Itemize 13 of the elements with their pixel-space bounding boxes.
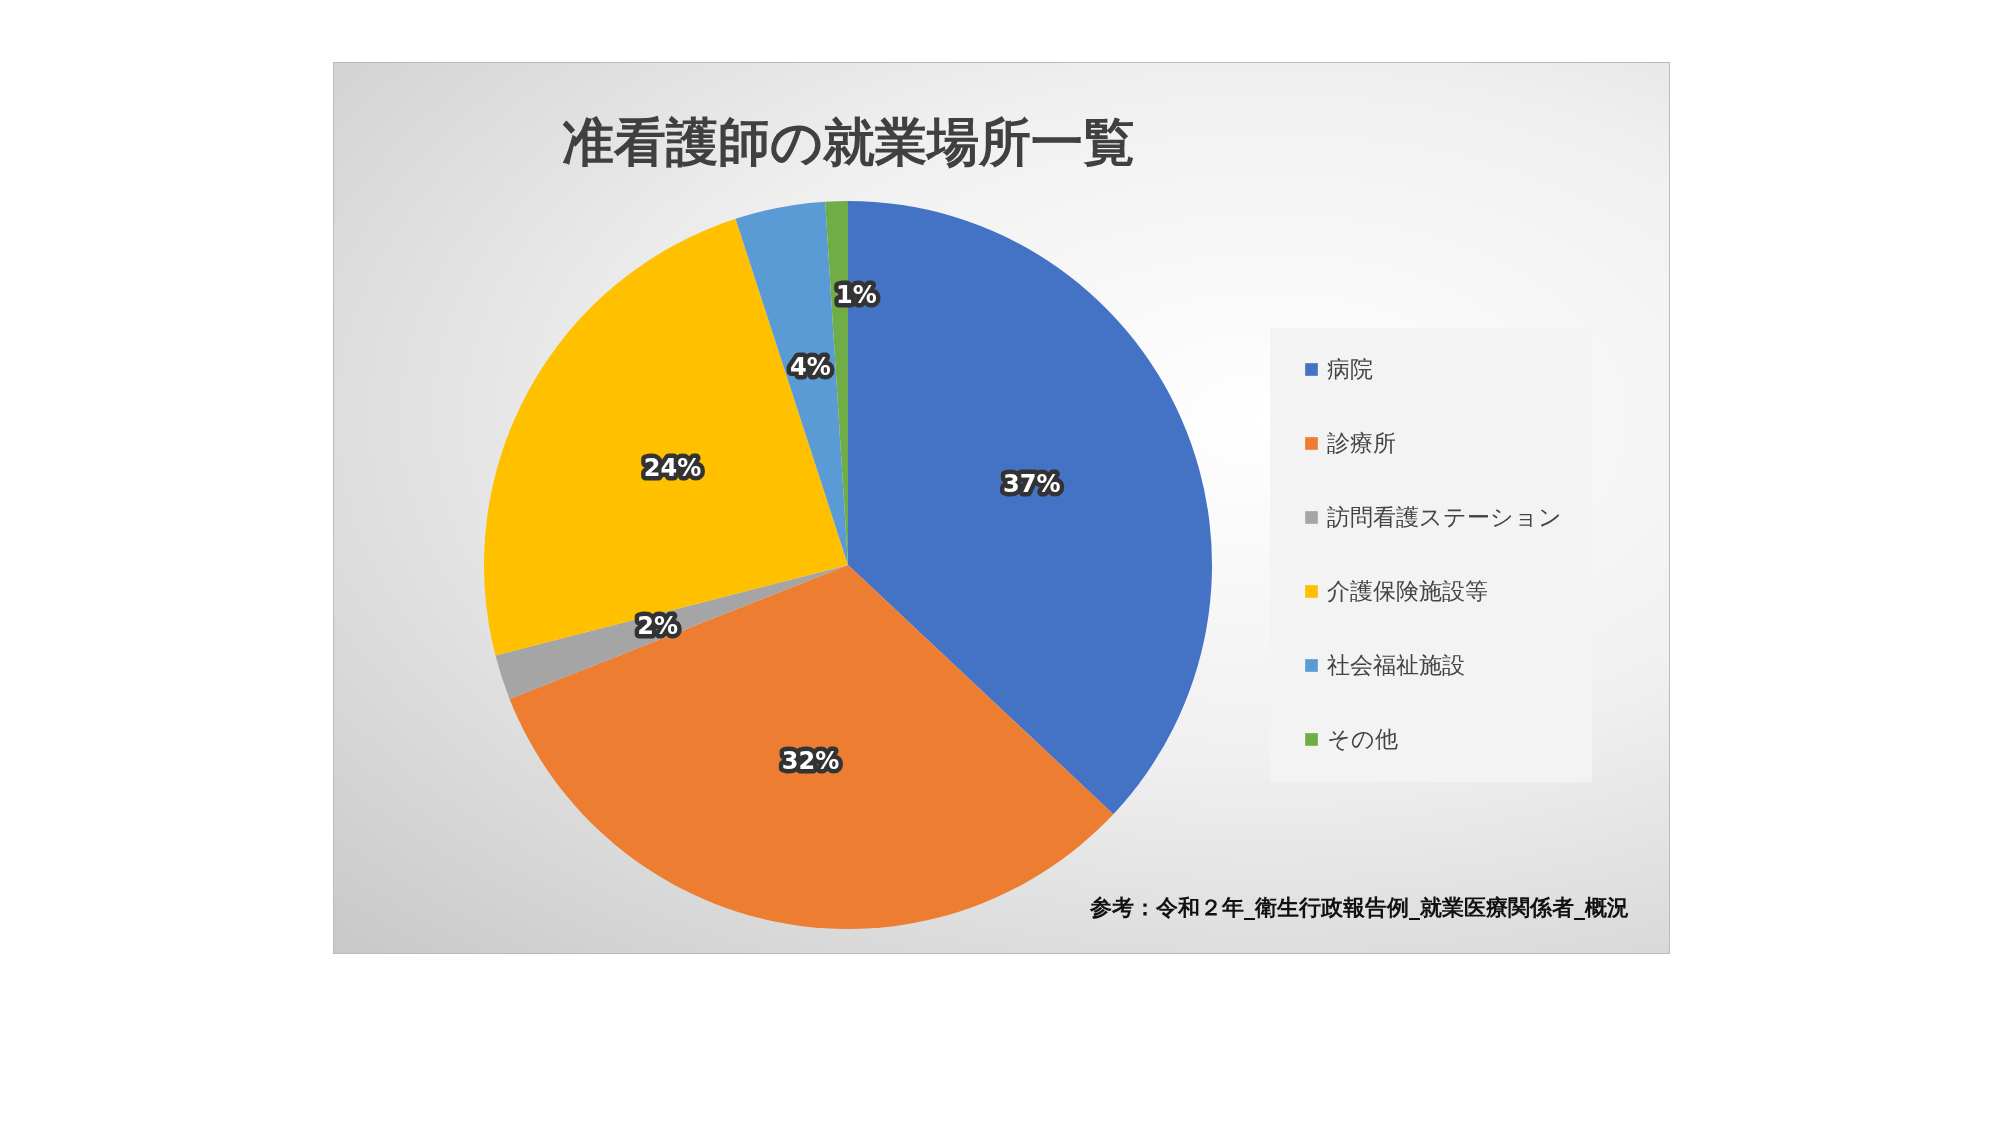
legend-label: その他 [1327, 725, 1398, 752]
data-label: 4% [790, 353, 831, 382]
legend-label: 診療所 [1327, 429, 1396, 456]
legend-label: 病院 [1327, 355, 1373, 382]
legend-label: 介護保険施設等 [1327, 577, 1488, 604]
data-label: 32% [781, 746, 840, 775]
legend-label: 社会福祉施設 [1327, 651, 1465, 678]
data-label: 37% [1003, 470, 1061, 499]
legend-label: 訪問看護ステーション [1327, 503, 1562, 530]
data-label: 24% [643, 453, 702, 482]
text: 参考：令和２年_衛生行政報告例_就業医療関係者_概況 [1090, 894, 1629, 922]
data-label: 2% [637, 611, 678, 640]
chart-title: 准看護師の就業場所一覧 [561, 112, 1135, 172]
